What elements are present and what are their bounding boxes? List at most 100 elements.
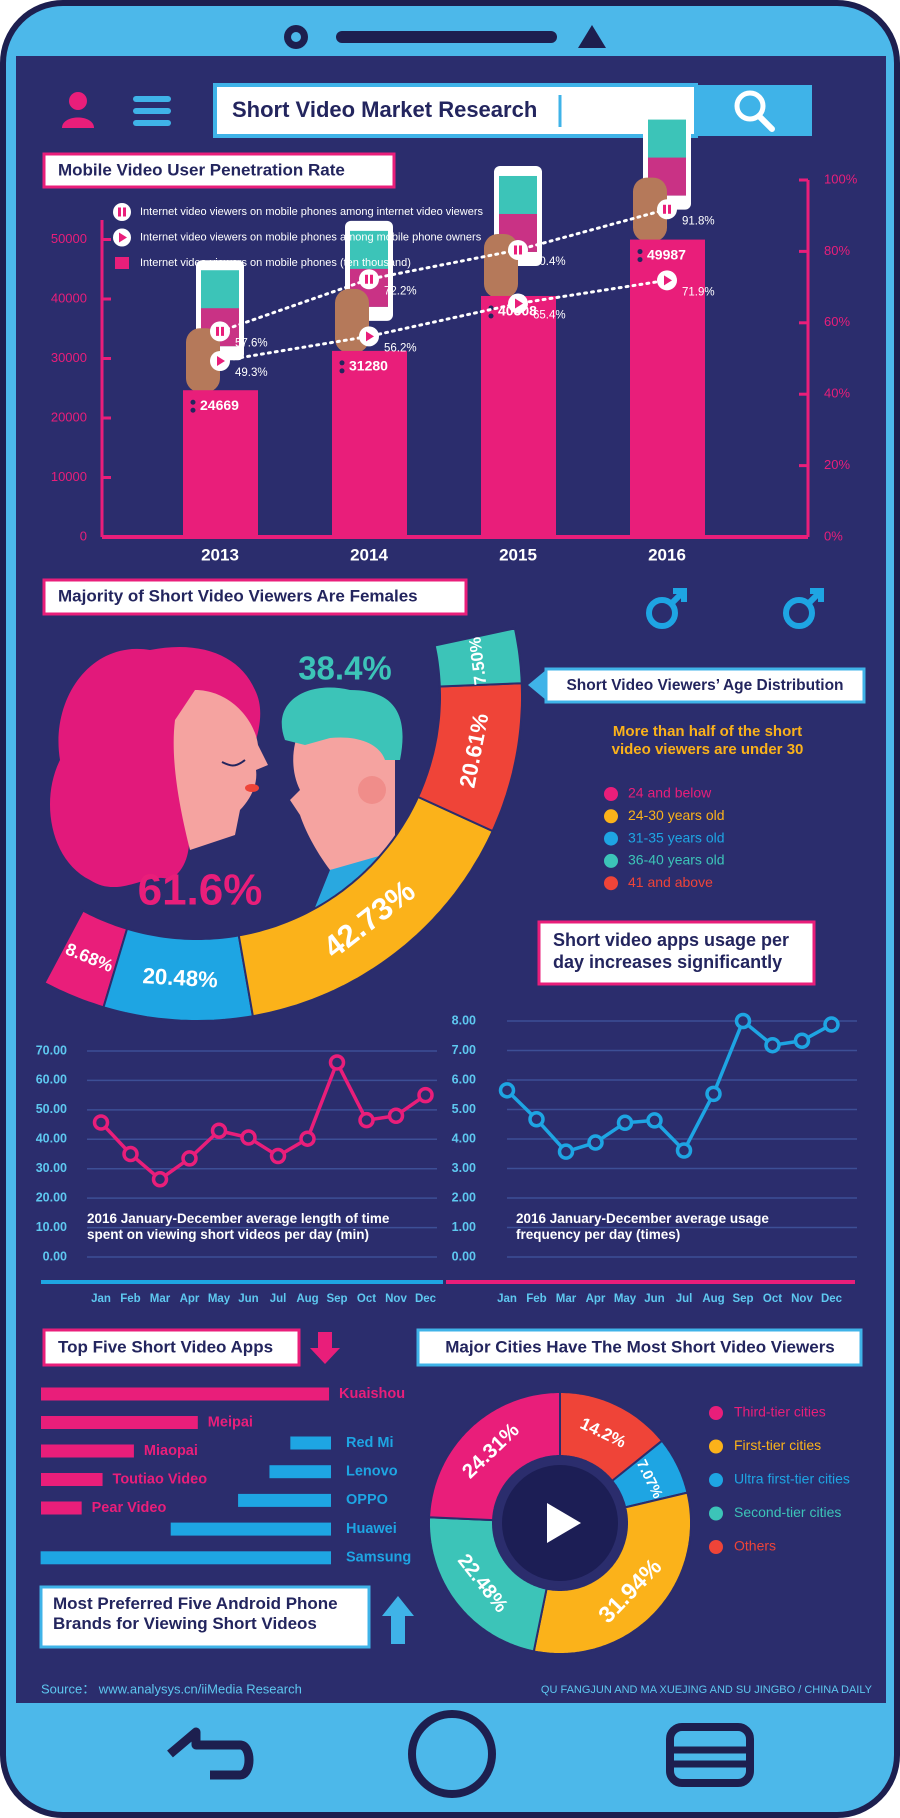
- data-label: 20.48%: [142, 963, 219, 992]
- label-dot: [637, 257, 643, 263]
- man-hair: [281, 687, 403, 760]
- category-label: Toutiao Video: [113, 1471, 208, 1487]
- chart-title: Top Five Short Video Apps: [58, 1337, 273, 1356]
- source: Source： www.analysys.cn/iiMedia Research: [41, 1681, 302, 1696]
- y-tick-label: 30.00: [36, 1161, 67, 1175]
- line-marker: [587, 1134, 604, 1151]
- x-tick-label: 2015: [499, 545, 537, 564]
- x-tick-label: 2013: [201, 545, 239, 564]
- camera-lens: [291, 32, 301, 42]
- x-tick-label: May: [614, 1293, 637, 1305]
- menu-icon[interactable]: [133, 120, 171, 126]
- legend-swatch: [113, 203, 131, 221]
- data-label: 24669: [200, 397, 239, 413]
- stat-value: 61.6%: [138, 866, 263, 915]
- y-tick-label: 50.00: [36, 1102, 67, 1116]
- title-box: [42, 578, 468, 616]
- data-label: 56.2%: [384, 342, 417, 354]
- line-marker: [793, 1032, 811, 1050]
- x-tick-label: Sep: [326, 1293, 347, 1305]
- x-tick-label: Feb: [120, 1293, 140, 1305]
- search-icon[interactable]: [734, 90, 766, 122]
- y-tick-label: 4.00: [452, 1131, 476, 1145]
- pointer-arrow: [528, 670, 546, 700]
- menu-button[interactable]: [666, 1723, 754, 1787]
- divider: [446, 1280, 855, 1284]
- home-button[interactable]: [408, 1710, 496, 1798]
- legend-label: Second-tier cities: [734, 1504, 841, 1520]
- y-tick-label: 60.00: [36, 1073, 67, 1087]
- label-dot: [339, 360, 345, 366]
- line-marker: [92, 1114, 110, 1131]
- line-marker: [417, 1086, 434, 1104]
- user-icon-body[interactable]: [62, 117, 94, 129]
- sensor: [578, 25, 606, 48]
- line-marker: [387, 1107, 405, 1124]
- back-button[interactable]: [167, 1727, 254, 1780]
- legend-label: Ultra first-tier cities: [734, 1471, 850, 1487]
- x-tick-label: Aug: [702, 1293, 724, 1305]
- legend-swatch: [604, 787, 618, 801]
- search-title: Short Video Market Research: [232, 97, 537, 122]
- label-dot: [339, 368, 345, 374]
- user-icon[interactable]: [69, 92, 87, 110]
- x-tick-label: Feb: [526, 1293, 546, 1305]
- marker-icon: [663, 204, 666, 214]
- legend-swatch: [115, 257, 129, 269]
- title-box: [416, 1328, 863, 1367]
- marker-icon: [123, 207, 126, 217]
- legend-swatch: [604, 809, 618, 824]
- legend-label: Internet video viewers on mobile phones …: [140, 206, 484, 218]
- x-tick-label: Aug: [296, 1293, 318, 1305]
- line-marker: [616, 1114, 634, 1132]
- menu-icon[interactable]: [133, 108, 171, 114]
- man-face: [290, 721, 395, 870]
- marker-icon: [221, 326, 224, 336]
- marker-icon: [365, 274, 368, 284]
- menu-icon[interactable]: [133, 96, 171, 102]
- legend-label: 36-40 years old: [628, 852, 725, 868]
- donut-segment: [428, 1391, 561, 1522]
- label-dot: [488, 313, 494, 319]
- x-tick-label: May: [208, 1293, 231, 1305]
- play-icon: [547, 1503, 581, 1543]
- stat-value: 38.4%: [298, 650, 392, 687]
- marker-icon: [668, 204, 671, 214]
- bar: [41, 1387, 330, 1401]
- marker-icon: [119, 232, 127, 243]
- speaker: [336, 31, 557, 43]
- y2-tick-label: 20%: [824, 457, 850, 472]
- x-tick-label: Oct: [357, 1293, 376, 1305]
- marker-icon: [216, 326, 219, 336]
- legend-swatch: [709, 1439, 723, 1454]
- line: [218, 207, 669, 333]
- line-marker: [498, 1082, 516, 1099]
- legend-swatch: [604, 853, 618, 868]
- y-tick-label: 0.00: [452, 1249, 476, 1263]
- marker-icon: [519, 245, 522, 255]
- y2-tick-label: 100%: [824, 171, 858, 186]
- y-tick-label: 50000: [51, 231, 87, 246]
- title-box: [42, 1328, 301, 1367]
- line-marker: [299, 1130, 316, 1147]
- data-label: 80.4%: [533, 256, 566, 268]
- data-label: 49.3%: [235, 367, 268, 379]
- line-marker: [210, 1122, 228, 1140]
- y-tick-label: 20.00: [36, 1190, 67, 1204]
- data-label: 49987: [647, 246, 686, 262]
- y-tick-label: 1.00: [452, 1220, 476, 1234]
- legend-swatch: [709, 1406, 723, 1420]
- chart-subtitle: More than half of the short video viewer…: [611, 723, 804, 758]
- bar: [41, 1444, 134, 1458]
- category-label: Huawei: [346, 1521, 397, 1537]
- legend-swatch: [604, 876, 618, 891]
- y-tick-label: 8.00: [452, 1013, 476, 1027]
- search-icon[interactable]: [756, 113, 775, 132]
- line-marker: [508, 239, 528, 260]
- y2-tick-label: 40%: [824, 386, 850, 401]
- x-tick-label: Mar: [556, 1293, 577, 1305]
- bar: [481, 295, 556, 537]
- legend-swatch: [709, 1540, 723, 1554]
- y2-tick-label: 60%: [824, 314, 850, 329]
